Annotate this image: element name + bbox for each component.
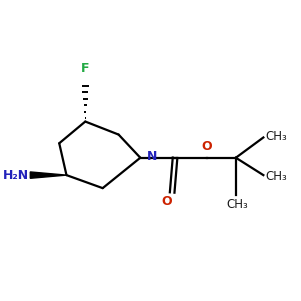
Text: CH₃: CH₃ bbox=[266, 129, 287, 142]
Text: CH₃: CH₃ bbox=[266, 170, 287, 183]
Text: H₂N: H₂N bbox=[3, 169, 29, 182]
Text: N: N bbox=[147, 150, 157, 163]
Polygon shape bbox=[30, 172, 67, 178]
Text: F: F bbox=[81, 62, 89, 75]
Text: O: O bbox=[162, 195, 172, 208]
Text: CH₃: CH₃ bbox=[226, 198, 248, 211]
Text: O: O bbox=[202, 140, 212, 153]
